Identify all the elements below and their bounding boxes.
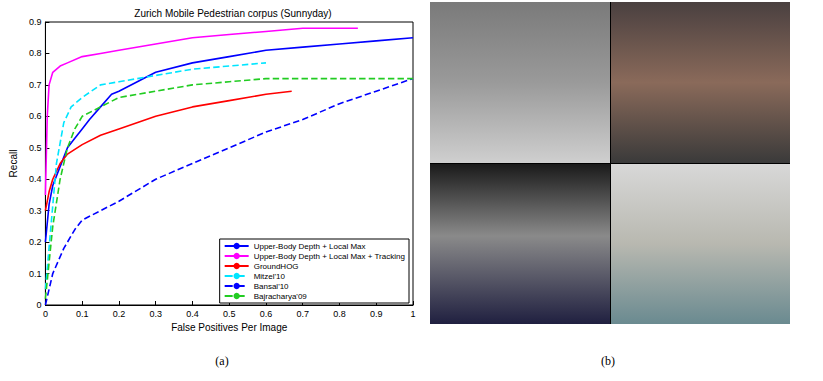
- svg-text:0.4: 0.4: [29, 174, 42, 184]
- svg-text:Upper-Body Depth + Local Max: Upper-Body Depth + Local Max: [254, 242, 366, 251]
- svg-text:0.6: 0.6: [29, 111, 42, 121]
- svg-text:0.4: 0.4: [186, 309, 199, 319]
- svg-text:0.3: 0.3: [149, 309, 162, 319]
- svg-text:0.5: 0.5: [223, 309, 236, 319]
- html-text:(b): (b): [601, 354, 615, 368]
- svg-text:0.9: 0.9: [29, 17, 42, 27]
- svg-text:Bansal'10: Bansal'10: [254, 282, 289, 291]
- svg-text:GroundHOG: GroundHOG: [254, 262, 299, 271]
- svg-text:Recall: Recall: [8, 150, 19, 178]
- svg-text:0.9: 0.9: [370, 309, 383, 319]
- svg-text:Upper-Body Depth + Local Max +: Upper-Body Depth + Local Max + Tracking: [254, 252, 405, 261]
- svg-text:0.6: 0.6: [260, 309, 273, 319]
- svg-text:0.8: 0.8: [29, 48, 42, 58]
- svg-text:Mitzel'10: Mitzel'10: [254, 272, 286, 281]
- svg-text:0.7: 0.7: [29, 80, 42, 90]
- svg-text:0: 0: [43, 309, 48, 319]
- svg-text:0: 0: [36, 300, 41, 310]
- svg-text:0.8: 0.8: [333, 309, 346, 319]
- html-text:(a): (a): [215, 354, 229, 368]
- svg-text:1: 1: [410, 309, 415, 319]
- svg-text:Zurich Mobile Pedestrian corpu: Zurich Mobile Pedestrian corpus (Sunnyda…: [134, 8, 331, 19]
- svg-text:Bajracharya'09: Bajracharya'09: [254, 292, 308, 301]
- svg-text:0.1: 0.1: [76, 309, 89, 319]
- svg-text:0.3: 0.3: [29, 206, 42, 216]
- svg-text:0.7: 0.7: [296, 309, 309, 319]
- svg-text:0.1: 0.1: [29, 269, 42, 279]
- svg-text:0.2: 0.2: [113, 309, 126, 319]
- svg-text:0.5: 0.5: [29, 143, 42, 153]
- svg-text:0.2: 0.2: [29, 237, 42, 247]
- svg-text:False Positives Per Image: False Positives Per Image: [171, 322, 288, 333]
